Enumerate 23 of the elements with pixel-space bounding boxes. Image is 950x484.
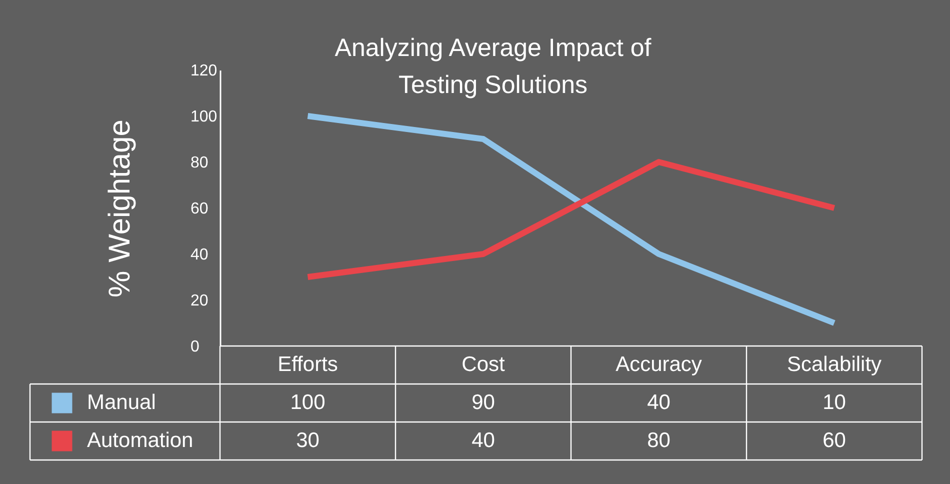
x-tick-label: Cost xyxy=(462,353,505,376)
y-tick-label: 0 xyxy=(190,338,200,356)
chart-title: Analyzing Average Impact of Testing Solutions xyxy=(334,34,652,99)
data-label: 100 xyxy=(290,391,326,414)
data-label: 90 xyxy=(472,391,495,414)
y-tick-label: 40 xyxy=(190,246,208,264)
data-label: 30 xyxy=(296,429,320,452)
y-tick-label: 120 xyxy=(190,62,218,80)
x-tick-label: Accuracy xyxy=(616,353,702,376)
data-label: 40 xyxy=(472,429,495,452)
data-label: 80 xyxy=(647,429,670,452)
legend-label: Automation xyxy=(87,429,194,452)
data-label: 60 xyxy=(822,429,846,452)
y-tick-label: 100 xyxy=(190,108,218,126)
y-tick-label: 20 xyxy=(190,292,208,310)
y-axis-title: % Weightage xyxy=(104,120,136,298)
data-label: 10 xyxy=(822,391,846,414)
legend-label: Manual xyxy=(87,391,156,414)
data-label: 40 xyxy=(647,391,670,414)
x-tick-label: Scalability xyxy=(786,353,882,376)
y-tick-label: 80 xyxy=(190,154,208,172)
x-tick-label: Efforts xyxy=(278,353,338,376)
y-tick-label: 60 xyxy=(190,200,208,218)
